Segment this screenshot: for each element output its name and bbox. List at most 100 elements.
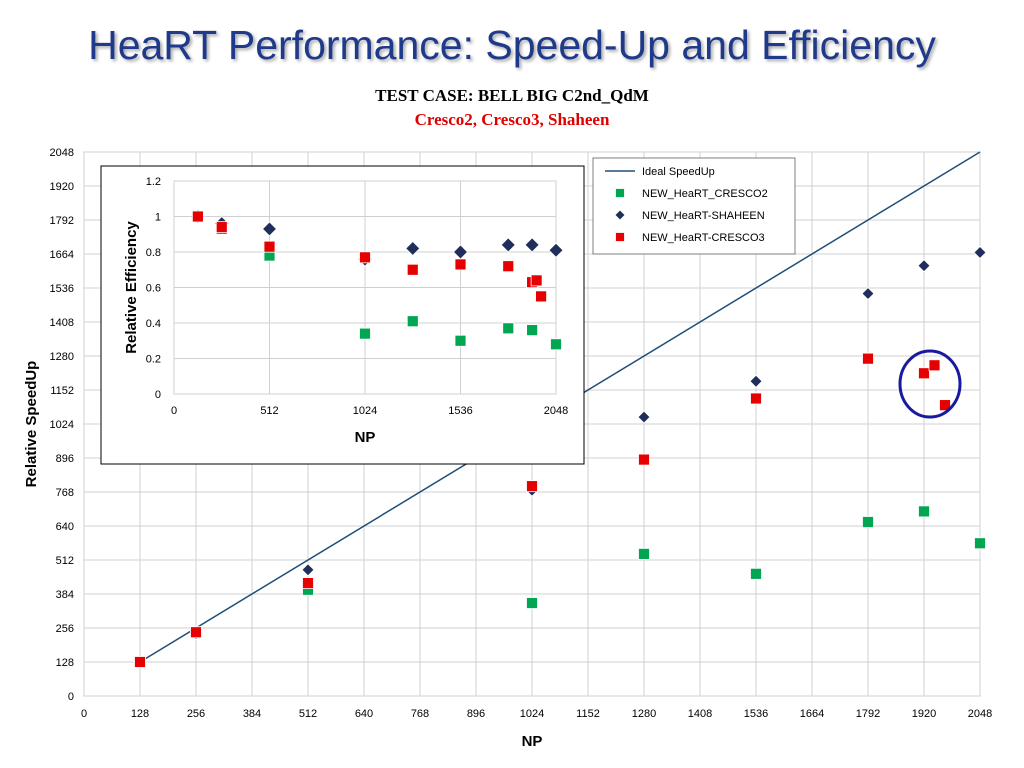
inset-y-tick-label: 0.4 — [146, 318, 161, 330]
main-y-tick-label: 1536 — [50, 283, 74, 295]
inset-y-tick-label: 1.2 — [146, 176, 161, 188]
inset-cresco3-point — [530, 274, 543, 287]
main-cresco2-point — [974, 537, 986, 550]
main-y-tick-label: 0 — [68, 691, 74, 703]
inset-cresco2-point — [526, 324, 539, 337]
inset-y-tick-label: 0.2 — [146, 354, 161, 366]
main-x-tick-label: 1408 — [688, 708, 712, 720]
main-x-tick-label: 1152 — [576, 708, 600, 720]
main-cresco3-point — [750, 392, 762, 405]
main-x-tick-label: 1920 — [912, 708, 936, 720]
main-y-tick-label: 1024 — [50, 419, 74, 431]
inset-shaheen-point — [261, 221, 278, 237]
inset-cresco3-point — [263, 240, 276, 253]
main-x-tick-label: 768 — [411, 708, 429, 720]
main-x-tick-label: 0 — [81, 708, 87, 720]
main-y-tick-label: 384 — [56, 589, 74, 601]
main-x-tick-label: 384 — [243, 708, 261, 720]
inset-cresco2-point — [359, 327, 371, 340]
main-y-tick-label: 768 — [56, 487, 74, 499]
inset-x-axis-label: NP — [355, 429, 376, 446]
main-cresco3-point — [526, 480, 538, 493]
main-x-tick-label: 2048 — [968, 708, 992, 720]
inset-cresco3-point — [454, 258, 467, 271]
inset-x-tick-label: 1536 — [448, 405, 472, 417]
main-cresco3-point — [638, 453, 650, 466]
main-cresco3-point — [302, 577, 314, 590]
inset-y-tick-label: 0.8 — [146, 247, 161, 259]
machines-subtitle: Cresco2, Cresco3, Shaheen — [414, 110, 610, 129]
main-x-tick-label: 1536 — [744, 708, 768, 720]
main-cresco3-point — [939, 399, 951, 412]
inset-shaheen-point — [524, 237, 540, 253]
inset-x-tick-label: 2048 — [544, 405, 568, 417]
legend-box — [592, 157, 796, 255]
main-y-tick-label: 512 — [56, 555, 74, 567]
legend-cresco3-swatch — [615, 232, 625, 242]
main-cresco2-point — [526, 597, 538, 609]
main-x-tick-label: 256 — [187, 708, 205, 720]
main-cresco2-point — [750, 567, 762, 580]
main-y-tick-label: 1920 — [50, 181, 74, 193]
main-cresco2-point — [918, 505, 930, 518]
inset-x-tick-label: 512 — [260, 405, 278, 417]
main-x-tick-label: 128 — [131, 708, 149, 720]
inset-shaheen-point — [548, 242, 564, 258]
main-y-tick-label: 1152 — [50, 385, 74, 397]
main-x-tick-label: 1280 — [632, 708, 656, 720]
inset-x-tick-label: 0 — [171, 405, 177, 417]
main-y-tick-label: 1792 — [50, 215, 74, 227]
test-case-subtitle: TEST CASE: BELL BIG C2nd_QdM — [375, 86, 649, 105]
main-x-axis-label: NP — [522, 733, 543, 750]
inset-cresco2-point — [550, 338, 562, 351]
inset-cresco2-point — [454, 334, 467, 347]
legend-shaheen-swatch — [614, 209, 626, 221]
main-shaheen-point — [861, 287, 875, 301]
legend-cresco2-swatch — [615, 188, 625, 198]
inset-cresco2-point — [502, 322, 515, 335]
inset-cresco3-point — [535, 290, 547, 303]
legend-item-label: NEW_HeaRT_CRESCO2 — [642, 188, 768, 200]
main-cresco2-point — [862, 516, 874, 528]
main-y-axis-label: Relative SpeedUp — [23, 361, 40, 488]
inset-y-axis-label: Relative Efficiency — [123, 221, 140, 354]
main-x-tick-label: 640 — [355, 708, 373, 720]
main-cresco3-point — [190, 626, 202, 639]
highlight-circle — [898, 349, 962, 419]
main-cresco3-point — [134, 656, 146, 668]
main-x-tick-label: 512 — [299, 708, 317, 720]
main-cresco3-point — [928, 359, 941, 372]
main-shaheen-point — [637, 410, 651, 424]
main-x-tick-label: 1664 — [800, 708, 824, 720]
main-y-tick-label: 2048 — [50, 147, 74, 159]
inset-shaheen-point — [405, 240, 421, 257]
main-y-tick-label: 1280 — [50, 351, 74, 363]
inset-cresco3-point — [359, 251, 371, 264]
inset-cresco2-point — [406, 315, 419, 328]
main-cresco3-point — [862, 352, 874, 365]
main-cresco2-point — [638, 547, 650, 560]
inset-cresco3-point — [215, 221, 228, 234]
inset-x-tick-label: 1024 — [353, 405, 377, 417]
main-shaheen-point — [301, 563, 315, 577]
main-shaheen-point — [973, 245, 987, 259]
main-y-tick-label: 896 — [56, 453, 74, 465]
inset-y-tick-label: 1 — [155, 212, 161, 224]
main-shaheen-point — [917, 259, 931, 273]
legend-item-label: Ideal SpeedUp — [642, 166, 715, 178]
inset-cresco3-point — [406, 263, 419, 276]
main-cresco3-point — [918, 367, 930, 380]
inset-y-tick-label: 0.6 — [146, 283, 161, 295]
main-y-tick-label: 1664 — [50, 249, 74, 261]
slide-title: HeaRT Performance: Speed-Up and Efficien… — [88, 22, 936, 68]
main-y-tick-label: 640 — [56, 521, 74, 533]
main-y-tick-label: 256 — [56, 623, 74, 635]
inset-cresco3-point — [191, 210, 204, 223]
main-shaheen-point — [749, 374, 763, 388]
inset-y-tick-label: 0 — [155, 389, 161, 401]
legend-item-label: NEW_HeaRT-CRESCO3 — [642, 232, 765, 244]
inset-cresco3-point — [502, 260, 515, 273]
inset-shaheen-point — [500, 237, 516, 253]
main-y-tick-label: 1408 — [50, 317, 74, 329]
